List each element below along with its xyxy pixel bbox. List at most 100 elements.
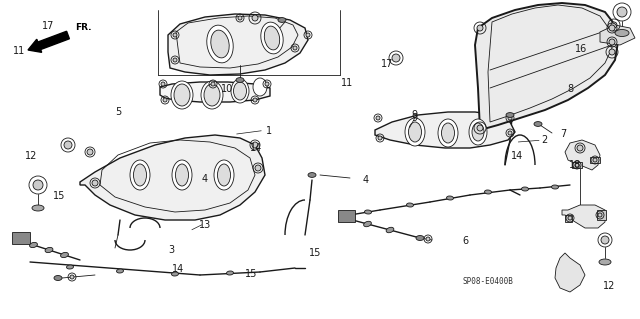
Ellipse shape <box>609 49 615 55</box>
Ellipse shape <box>405 118 425 146</box>
Ellipse shape <box>477 125 483 131</box>
Ellipse shape <box>70 275 74 279</box>
Text: 8: 8 <box>568 84 574 94</box>
Ellipse shape <box>173 33 177 37</box>
Ellipse shape <box>236 78 244 82</box>
Ellipse shape <box>406 203 413 207</box>
Polygon shape <box>555 253 585 292</box>
Ellipse shape <box>534 122 542 126</box>
Text: 14: 14 <box>511 151 524 161</box>
Ellipse shape <box>54 276 62 280</box>
Text: 15: 15 <box>52 191 65 201</box>
Polygon shape <box>565 140 600 170</box>
Ellipse shape <box>214 160 234 190</box>
Ellipse shape <box>306 33 310 37</box>
Ellipse shape <box>615 29 629 36</box>
Ellipse shape <box>211 30 229 58</box>
Ellipse shape <box>447 196 454 200</box>
Ellipse shape <box>201 81 223 109</box>
Ellipse shape <box>207 25 233 63</box>
Ellipse shape <box>253 98 257 102</box>
Ellipse shape <box>601 236 609 244</box>
Text: 6: 6 <box>463 236 469 246</box>
Text: SP08-E0400B: SP08-E0400B <box>462 277 513 286</box>
Ellipse shape <box>442 123 454 143</box>
Ellipse shape <box>598 213 602 217</box>
Text: 4: 4 <box>363 175 369 185</box>
Ellipse shape <box>45 247 53 253</box>
Ellipse shape <box>472 123 484 141</box>
Text: 10: 10 <box>221 84 234 94</box>
Ellipse shape <box>408 122 422 142</box>
Ellipse shape <box>611 22 617 28</box>
Polygon shape <box>590 157 600 163</box>
Ellipse shape <box>508 116 512 120</box>
Polygon shape <box>12 232 30 244</box>
Text: 7: 7 <box>560 129 566 139</box>
Ellipse shape <box>172 272 179 276</box>
Text: 9: 9 <box>412 110 418 120</box>
Ellipse shape <box>231 79 249 103</box>
Text: 4: 4 <box>202 174 208 184</box>
Ellipse shape <box>29 242 37 248</box>
Ellipse shape <box>130 160 150 190</box>
Polygon shape <box>80 135 265 220</box>
Polygon shape <box>572 162 582 168</box>
Ellipse shape <box>33 180 43 190</box>
Ellipse shape <box>278 18 286 22</box>
Ellipse shape <box>172 160 192 190</box>
Text: 11: 11 <box>340 78 353 88</box>
Ellipse shape <box>575 163 579 167</box>
Ellipse shape <box>252 142 258 148</box>
Text: 14: 14 <box>250 143 262 153</box>
Ellipse shape <box>376 116 380 120</box>
Ellipse shape <box>175 164 189 186</box>
Text: FR.: FR. <box>75 24 92 33</box>
Text: 17: 17 <box>42 20 54 31</box>
Ellipse shape <box>61 252 68 258</box>
Ellipse shape <box>67 265 74 269</box>
Ellipse shape <box>484 190 492 194</box>
Polygon shape <box>338 210 355 222</box>
FancyArrow shape <box>28 31 69 52</box>
Ellipse shape <box>308 173 316 177</box>
Ellipse shape <box>171 81 193 109</box>
Ellipse shape <box>438 119 458 147</box>
Polygon shape <box>565 215 572 222</box>
Text: 15: 15 <box>309 248 322 258</box>
Ellipse shape <box>386 227 394 233</box>
Ellipse shape <box>265 82 269 86</box>
Ellipse shape <box>261 22 283 54</box>
Text: 9: 9 <box>412 113 418 123</box>
Ellipse shape <box>264 26 280 50</box>
Text: 12: 12 <box>24 151 37 161</box>
Ellipse shape <box>552 185 559 189</box>
Ellipse shape <box>522 187 529 191</box>
Ellipse shape <box>64 141 72 149</box>
Ellipse shape <box>255 165 261 171</box>
Text: 15: 15 <box>245 269 258 279</box>
Ellipse shape <box>211 82 215 86</box>
Ellipse shape <box>32 205 44 211</box>
Ellipse shape <box>92 180 98 186</box>
Polygon shape <box>375 112 515 148</box>
Ellipse shape <box>609 25 615 31</box>
Ellipse shape <box>218 164 230 186</box>
Ellipse shape <box>161 82 165 86</box>
Ellipse shape <box>469 119 487 145</box>
Polygon shape <box>597 210 606 220</box>
Polygon shape <box>168 14 308 75</box>
Text: 3: 3 <box>168 245 175 256</box>
Text: 11: 11 <box>13 46 26 56</box>
Ellipse shape <box>163 98 167 102</box>
Ellipse shape <box>238 16 242 20</box>
Text: 1: 1 <box>266 126 272 136</box>
Ellipse shape <box>568 216 572 220</box>
Ellipse shape <box>506 113 514 117</box>
Ellipse shape <box>365 210 371 214</box>
Ellipse shape <box>293 46 297 50</box>
Ellipse shape <box>392 54 400 62</box>
Ellipse shape <box>87 149 93 155</box>
Text: 14: 14 <box>172 263 184 274</box>
Text: 12: 12 <box>603 280 616 291</box>
